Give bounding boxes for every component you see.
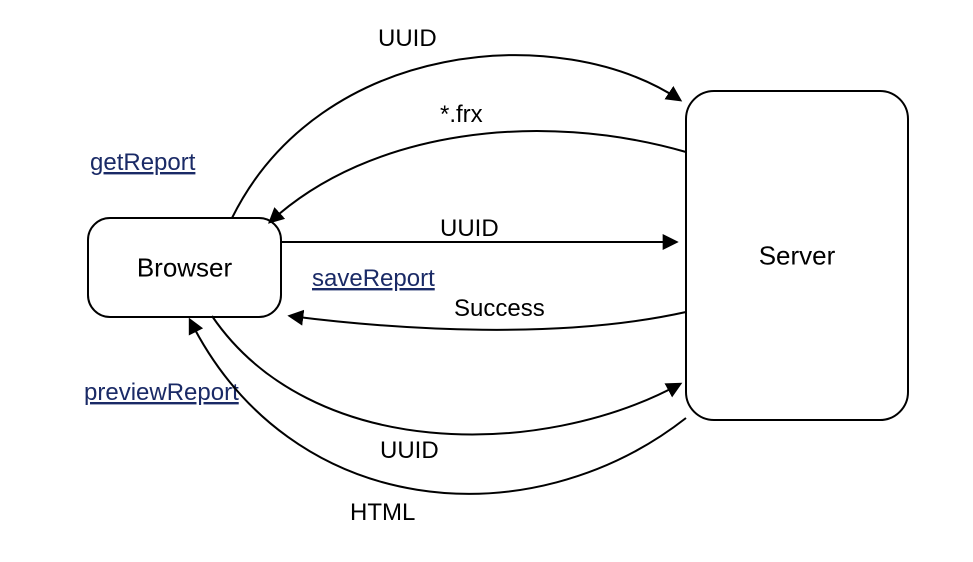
edge-label-get-uuid: UUID [378, 25, 437, 52]
edge-prev-html [190, 320, 686, 494]
node-browser-label: Browser [137, 252, 233, 282]
edge-label-save-uuid: UUID [440, 215, 499, 242]
node-server-label: Server [759, 240, 836, 270]
op-preview-report: previewReport [84, 379, 239, 406]
edge-prev-uuid [212, 316, 680, 435]
edge-label-save-success: Success [454, 295, 545, 322]
edge-label-get-frx: *.frx [440, 101, 483, 128]
edge-get-frx [270, 131, 686, 222]
op-get-report: getReport [90, 149, 196, 176]
edge-label-prev-uuid: UUID [380, 437, 439, 464]
op-save-report: saveReport [312, 265, 435, 292]
edge-label-prev-html: HTML [350, 499, 415, 526]
diagram-canvas: Browser Server getReport saveReport prev… [0, 0, 973, 562]
